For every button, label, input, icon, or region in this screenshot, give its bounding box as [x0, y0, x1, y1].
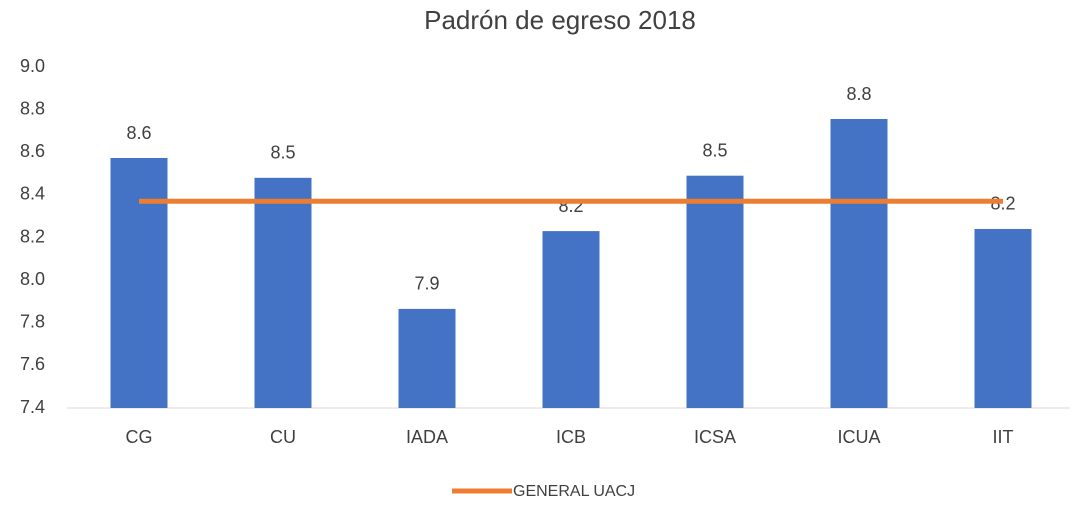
- data-label: 8.5: [270, 143, 295, 163]
- x-tick-label: IIT: [993, 427, 1014, 447]
- bar: [830, 119, 888, 408]
- y-tick-label: 7.8: [20, 312, 45, 332]
- x-tick-label: CG: [126, 427, 153, 447]
- data-label: 8.5: [702, 140, 727, 160]
- y-tick-label: 8.6: [20, 141, 45, 161]
- x-tick-label: ICSA: [694, 427, 736, 447]
- x-tick-label: IADA: [406, 427, 448, 447]
- legend-label: GENERAL UACJ: [513, 483, 635, 500]
- x-tick-label: ICUA: [837, 427, 880, 447]
- bar: [254, 177, 312, 408]
- y-tick-label: 8.0: [20, 269, 45, 289]
- y-tick-label: 8.2: [20, 226, 45, 246]
- data-label: 7.9: [414, 274, 439, 294]
- bar: [398, 308, 456, 408]
- bar: [542, 231, 600, 408]
- y-tick-label: 8.4: [20, 184, 45, 204]
- y-tick-label: 7.6: [20, 354, 45, 374]
- data-label: 8.8: [846, 84, 871, 104]
- bar: [974, 228, 1032, 408]
- bar: [110, 158, 168, 408]
- data-label: 8.6: [126, 123, 151, 143]
- bar: [686, 175, 744, 408]
- y-tick-label: 9.0: [20, 56, 45, 76]
- chart-title: Padrón de egreso 2018: [424, 5, 696, 35]
- y-tick-label: 7.4: [20, 397, 45, 417]
- x-tick-label: ICB: [556, 427, 586, 447]
- y-tick-label: 8.8: [20, 98, 45, 118]
- x-tick-label: CU: [270, 427, 296, 447]
